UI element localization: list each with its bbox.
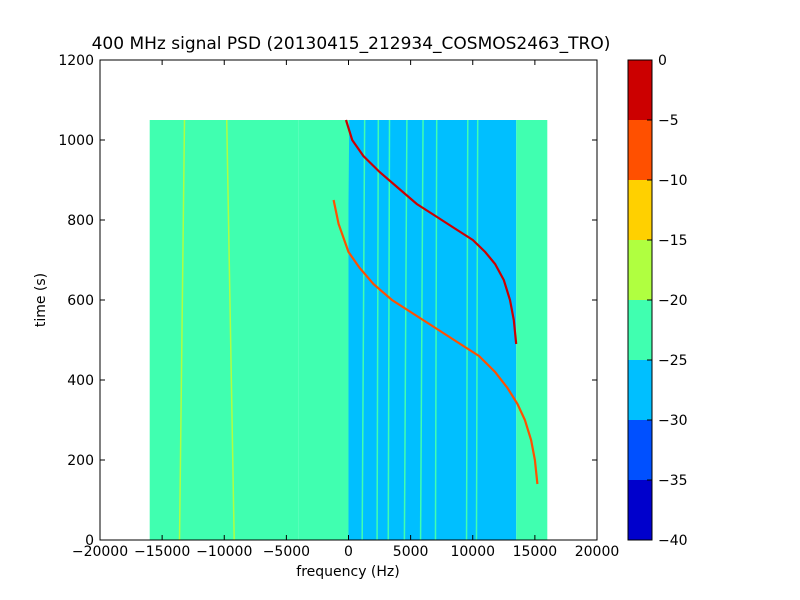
heatmap-region-2 — [348, 120, 517, 540]
vertical-line-4 — [361, 119, 366, 541]
colorbar-band-2 — [628, 360, 652, 420]
y-tick-label: 0 — [85, 533, 94, 549]
colorbar: −40 −35 −30 −25 −20 −15 −10 −5 0 — [627, 53, 688, 549]
vertical-line-11 — [475, 119, 479, 541]
vertical-lines — [178, 119, 479, 541]
y-tick-label: 400 — [67, 373, 94, 389]
y-tick-label: 1000 — [58, 133, 94, 149]
colorbar-band-0 — [628, 480, 652, 540]
plot-area — [99, 59, 598, 541]
colorbar-tick-label: −25 — [658, 353, 688, 369]
y-tick-label: 800 — [67, 213, 94, 229]
y-tick-label: 200 — [67, 453, 94, 469]
colorbar-tick-label: −40 — [658, 533, 688, 549]
vertical-line-2 — [329, 119, 337, 541]
vertical-line-6 — [387, 119, 391, 541]
colorbar-tick-label: −15 — [658, 233, 688, 249]
colorbar-band-1 — [628, 420, 652, 480]
vertical-line-3 — [344, 119, 350, 541]
vertical-line-10 — [465, 119, 469, 541]
x-tick-label: 5000 — [393, 544, 429, 560]
vertical-line-1 — [225, 119, 235, 541]
colorbar-band-3 — [628, 300, 652, 360]
y-axis: 0 200 400 600 800 1000 1200 — [58, 53, 597, 549]
colorbar-tick-label: −20 — [658, 293, 688, 309]
signal-curve-1 — [332, 199, 539, 485]
chart-title: 400 MHz signal PSD (20130415_212934_COSM… — [92, 34, 611, 54]
vertical-line-0 — [178, 119, 186, 541]
signal-curve-0 — [344, 119, 518, 345]
colorbar-tick-label: 0 — [658, 53, 667, 69]
x-tick-label: −10000 — [196, 544, 252, 560]
y-tick-label: 1200 — [58, 53, 94, 69]
colorbar-tick-label: −30 — [658, 413, 688, 429]
colorbar-band-4 — [628, 240, 652, 300]
heatmap — [149, 120, 548, 540]
x-tick-label: −5000 — [263, 544, 310, 560]
colorbar-band-6 — [628, 120, 652, 180]
colorbar-tick-label: −5 — [658, 113, 679, 129]
vertical-line-5 — [376, 119, 380, 541]
vertical-line-9 — [434, 119, 438, 541]
x-tick-label: 20000 — [575, 544, 620, 560]
vertical-line-8 — [419, 119, 424, 541]
colorbar-tick-label: −35 — [658, 473, 688, 489]
x-tick-label: 10000 — [450, 544, 495, 560]
heatmap-region-1 — [298, 120, 349, 540]
colorbar-tick-label: −10 — [658, 173, 688, 189]
x-tick-label: 0 — [344, 544, 353, 560]
x-tick-label: −20000 — [72, 544, 128, 560]
x-axis: −20000 −15000 −10000 −5000 0 5000 10000 15000 20… — [72, 60, 619, 560]
colorbar-band-5 — [628, 180, 652, 240]
curves — [332, 119, 539, 485]
x-tick-label: 15000 — [513, 544, 558, 560]
y-tick-label: 600 — [67, 293, 94, 309]
x-axis-label: frequency (Hz) — [296, 564, 399, 580]
x-tick-label: −15000 — [134, 544, 190, 560]
heatmap-region-0 — [149, 120, 299, 540]
colorbar-band-7 — [628, 60, 652, 120]
vertical-line-7 — [403, 119, 408, 541]
y-axis-label: time (s) — [33, 273, 49, 327]
heatmap-region-3 — [516, 120, 548, 540]
